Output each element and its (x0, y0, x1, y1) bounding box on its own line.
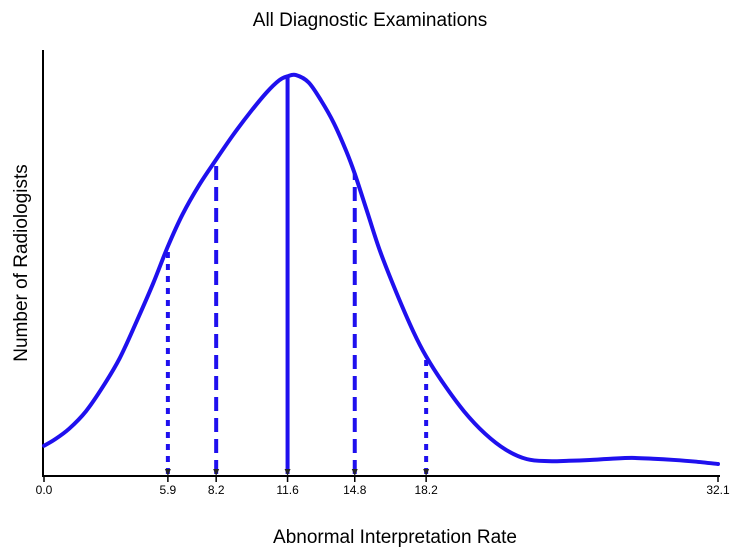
x-tick-label: 5.9 (160, 483, 177, 497)
marker-arrow-14-8 (351, 469, 358, 476)
x-tick-label: 32.1 (706, 483, 730, 497)
x-tick-label: 14.8 (343, 483, 367, 497)
y-axis-label: Number of Radiologists (11, 164, 32, 361)
x-tick-label: 18.2 (414, 483, 438, 497)
x-tick-label: 8.2 (208, 483, 225, 497)
x-tick-label: 0.0 (36, 483, 53, 497)
tick-layer: 0.0 5.9 8.2 11.6 14.8 18.2 32.1 (36, 476, 730, 497)
chart-title: All Diagnostic Examinations (253, 10, 487, 31)
marker-arrow-11-6 (284, 469, 291, 476)
density-curve (42, 72, 720, 466)
marker-arrow-8-2 (213, 469, 220, 476)
marker-arrow-5-9 (164, 469, 171, 476)
marker-layer (164, 76, 430, 476)
x-tick-label: 11.6 (276, 483, 299, 497)
marker-arrow-18-2 (423, 469, 430, 476)
x-axis-label: Abnormal Interpretation Rate (273, 527, 517, 548)
